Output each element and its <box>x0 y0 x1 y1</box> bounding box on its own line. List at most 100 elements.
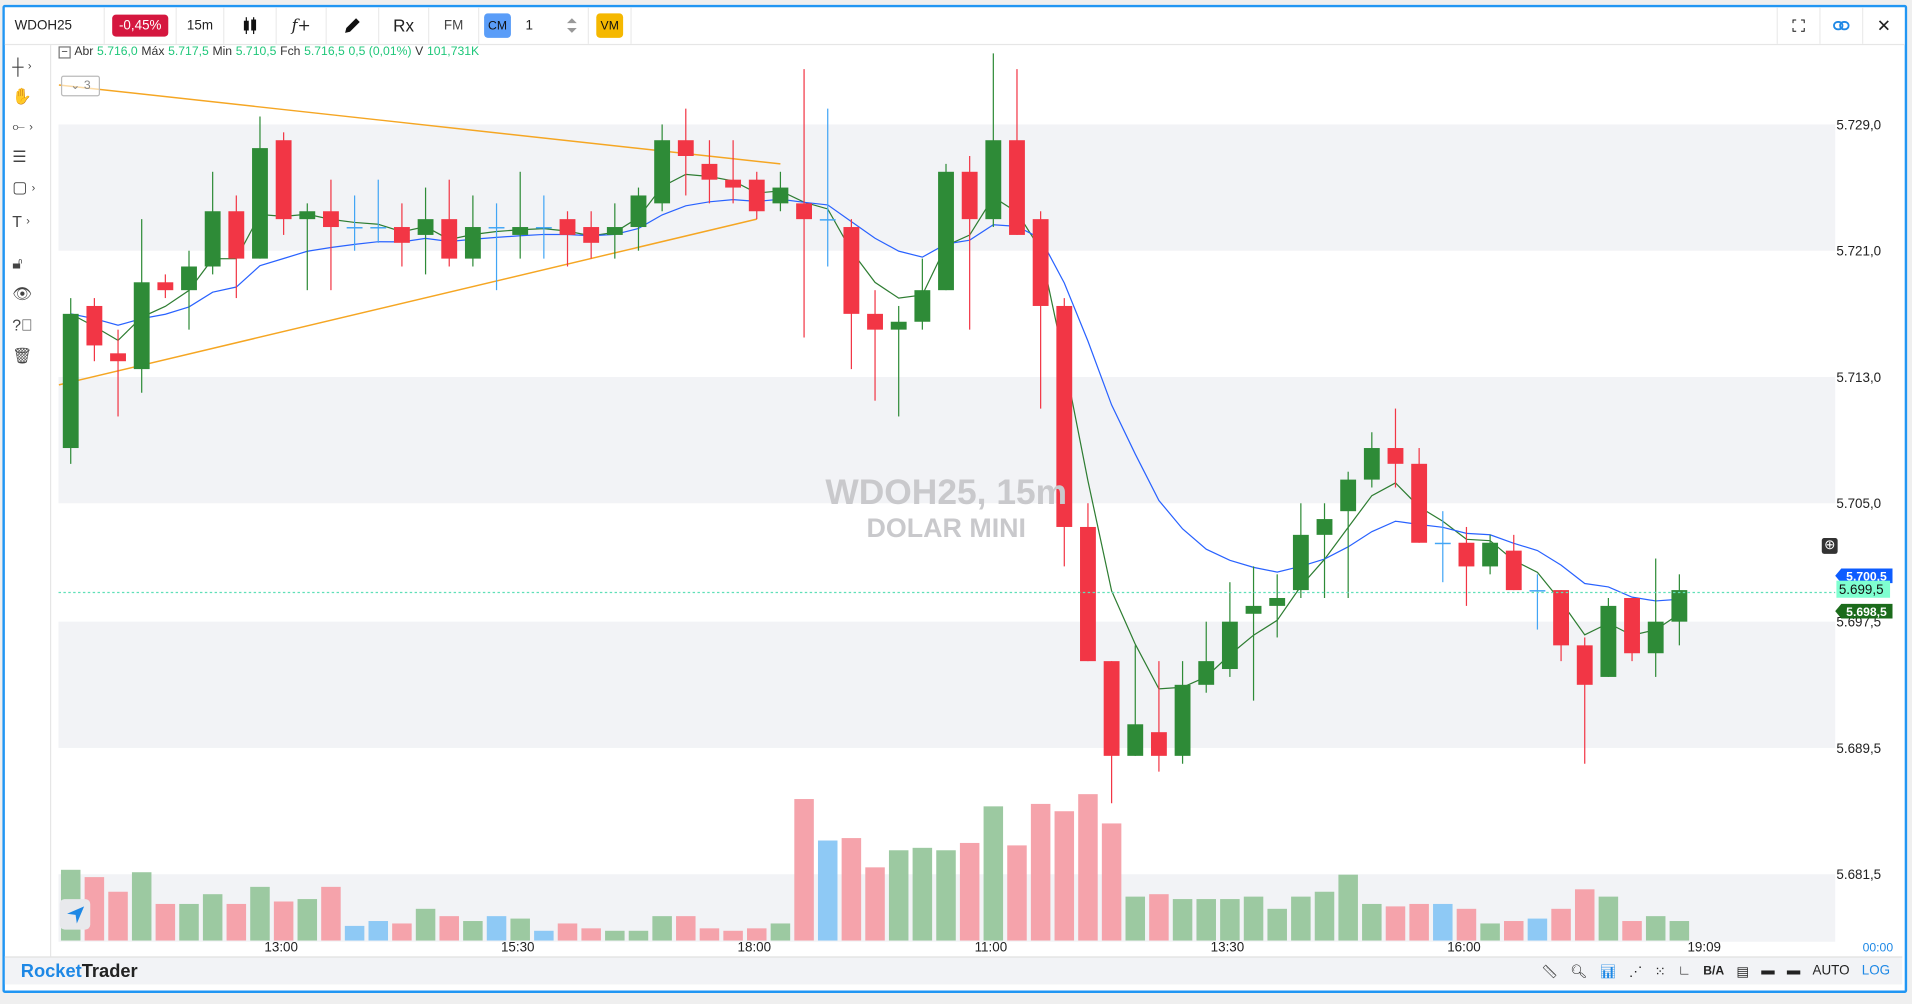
zoom-in-icon[interactable]: 🔍︎ <box>1570 964 1588 979</box>
candle-body <box>62 313 79 449</box>
candle <box>1363 432 1380 488</box>
shape-tool[interactable]: ▢ › <box>12 178 36 197</box>
candle-body <box>1600 605 1617 677</box>
candle <box>985 53 1002 228</box>
volume-bar <box>865 867 885 941</box>
high-label: Máx <box>141 45 165 59</box>
candle <box>464 195 481 267</box>
volume-bar <box>723 930 743 941</box>
ruler-icon[interactable]: 📏︎ <box>1541 964 1559 979</box>
volume-bar <box>912 847 933 941</box>
indicators-button[interactable]: f+ <box>277 7 327 44</box>
rx-button[interactable]: Rx <box>379 7 430 44</box>
axes-icon[interactable]: ∟ <box>1677 963 1692 979</box>
volume-bar <box>463 921 483 941</box>
fullscreen-button[interactable] <box>1776 7 1821 44</box>
fm-button[interactable]: FM <box>429 7 480 44</box>
scatter-chart-icon[interactable]: ⋰ <box>1628 964 1643 979</box>
plus-circle-icon: ⊕ <box>1824 537 1836 553</box>
fib-tool[interactable]: ☰ <box>12 146 46 168</box>
candle-body <box>796 203 812 220</box>
candle-body <box>583 227 600 243</box>
candle-body <box>1529 590 1546 592</box>
price-tick-label: 5.689,5 <box>1836 741 1881 756</box>
candle-body <box>157 282 174 291</box>
price-label: 5.700,5 <box>1846 570 1887 584</box>
candle <box>725 140 742 204</box>
volume-bar <box>1385 906 1406 941</box>
candle-body <box>1482 542 1499 567</box>
pan-tool[interactable]: ✋ <box>12 85 46 107</box>
quantity-value: 1 <box>525 18 534 33</box>
time-tick-label: 13:30 <box>1211 940 1245 955</box>
cm-button[interactable]: CM <box>484 13 511 38</box>
candle-body <box>559 219 576 235</box>
close-value: 5.716,5 <box>304 45 345 59</box>
chart-type-button[interactable] <box>224 7 277 44</box>
candlestick-icon <box>243 17 257 35</box>
candle-body <box>370 227 387 229</box>
log-scale-button[interactable]: LOG <box>1861 963 1891 979</box>
volume-bar <box>1574 889 1595 941</box>
navigate-button[interactable] <box>59 899 91 930</box>
lock-tool[interactable]: 🔓︎ <box>12 253 46 275</box>
candle <box>701 140 718 204</box>
candle-body <box>843 227 860 314</box>
cm-button-cell: CM <box>479 7 516 44</box>
low-label: Min <box>212 45 233 59</box>
vm-button[interactable]: VM <box>596 13 624 38</box>
clock-label: 00:00 <box>1863 941 1894 955</box>
close-button[interactable]: ✕ <box>1863 7 1904 44</box>
bid-ask-button[interactable]: B/A <box>1703 964 1725 978</box>
dots-icon[interactable]: ⁙ <box>1654 964 1666 979</box>
quantity-stepper[interactable]: 1 <box>516 7 589 44</box>
line-tool[interactable]: ⟜ › <box>12 117 33 136</box>
candle <box>1056 298 1073 567</box>
candle-body <box>1174 684 1191 756</box>
volume-bar <box>1172 899 1193 941</box>
volume-bar <box>131 872 152 941</box>
text-tool[interactable]: T › <box>12 211 30 230</box>
candle-body <box>985 140 1002 220</box>
delete-tool[interactable]: 🗑︎ <box>12 345 46 367</box>
volume-bar <box>794 799 814 941</box>
price-tick-label: 5.721,0 <box>1836 244 1881 259</box>
stepper-arrows-icon[interactable] <box>566 16 578 36</box>
volume-bars-icon[interactable]: 📊︎ <box>1599 964 1617 979</box>
collapse-legend-icon[interactable]: − <box>58 45 71 58</box>
candle-body <box>1150 732 1167 756</box>
bottom-tools: 📏︎ 🔍︎ 📊︎ ⋰ ⁙ ∟ B/A ▤ ▬ ▬ AUTO LOG <box>1541 958 1890 985</box>
volume-bar <box>652 916 672 941</box>
crosshair-tool[interactable]: ┼ › <box>12 56 32 76</box>
candle <box>204 171 221 275</box>
volume-bar <box>321 886 341 941</box>
candle <box>772 171 789 212</box>
volume-bar <box>581 928 601 941</box>
volume-bar <box>1598 896 1619 941</box>
drawing-button[interactable] <box>327 7 380 44</box>
candle <box>535 195 552 259</box>
symbol-selector[interactable]: WDOH25 <box>5 7 105 44</box>
help-tool[interactable]: ?⃝ <box>12 314 46 336</box>
candle <box>1482 534 1499 575</box>
link-button[interactable] <box>1821 7 1864 44</box>
add-order-button[interactable]: ⊕ <box>1821 537 1838 554</box>
visibility-tool[interactable]: 👁︎ <box>12 283 46 305</box>
order-book-icon[interactable]: ▤ <box>1736 964 1750 979</box>
candle-body <box>1671 590 1688 622</box>
auto-scale-button[interactable]: AUTO <box>1812 963 1850 979</box>
depth-right-icon[interactable]: ▬ <box>1786 963 1801 979</box>
volume-bar <box>1527 918 1548 941</box>
pencil-icon <box>345 18 360 33</box>
timeframe-button[interactable]: 15m <box>177 7 225 44</box>
volume-bar <box>344 925 365 941</box>
candle <box>1103 661 1120 804</box>
volume-bar <box>202 894 223 941</box>
depth-left-icon[interactable]: ▬ <box>1761 963 1775 979</box>
candle <box>1340 471 1357 598</box>
candle <box>938 163 954 291</box>
drawings-toggle[interactable]: ⌄ 3 <box>60 75 100 97</box>
vm-button-cell: VM <box>589 7 632 44</box>
crosshair-icon: ┼ <box>12 56 24 76</box>
